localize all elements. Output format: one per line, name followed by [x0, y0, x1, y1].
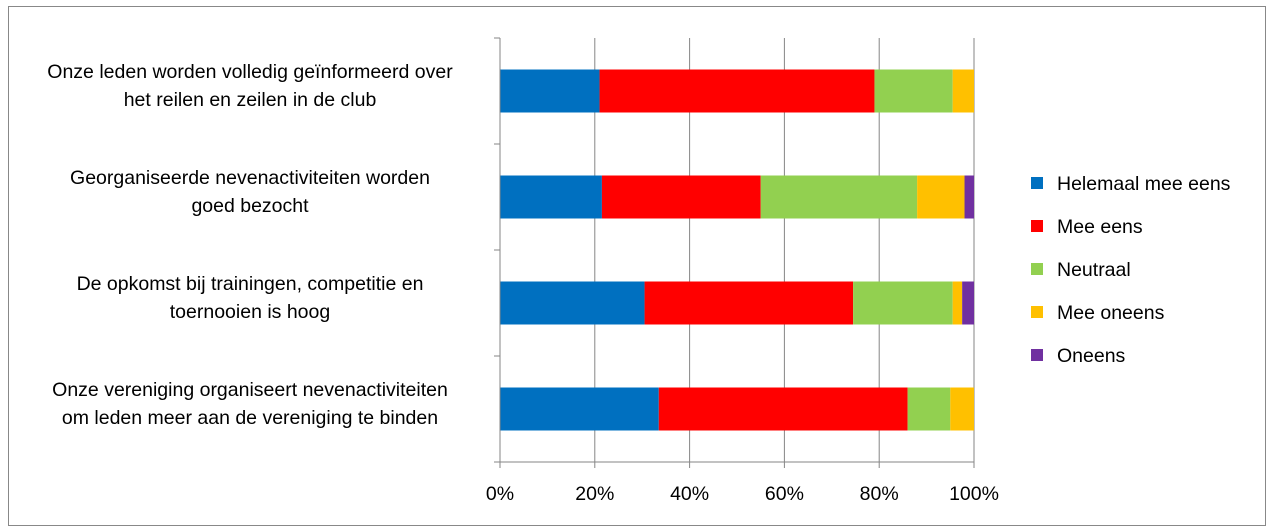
bar-segment-mee-eens	[658, 387, 908, 431]
legend: Helemaal mee eens Mee eens Neutraal Mee one…	[1031, 173, 1231, 367]
bar-segment-mee-oneens	[950, 387, 974, 431]
category-label-line: toernooien is hoog	[170, 301, 330, 323]
bar-segment-neutraal	[853, 281, 953, 325]
bar-segment-mee-oneens	[917, 175, 965, 219]
category-label-line: goed bezocht	[191, 195, 309, 217]
bar-segment-neutraal	[760, 175, 918, 219]
bar-segment-mee-eens	[644, 281, 854, 325]
bar-layer	[500, 69, 974, 431]
category-label-line: Onze leden worden volledig geïnformeerd …	[47, 61, 453, 83]
category-label: De opkomst bij trainingen, competitie en…	[77, 273, 424, 323]
x-tick-label: 0%	[486, 483, 514, 505]
legend-swatch	[1031, 306, 1043, 318]
legend-label: Helemaal mee eens	[1057, 173, 1231, 195]
legend-label: Neutraal	[1057, 259, 1131, 281]
bar-segment-oneens	[962, 281, 974, 325]
bar-segment-mee-oneens	[952, 281, 963, 325]
category-labels: Onze leden worden volledig geïnformeerd …	[47, 61, 453, 429]
category-label-line: om leden meer aan de vereniging te binde…	[62, 407, 438, 429]
legend-label: Mee eens	[1057, 216, 1143, 238]
legend-swatch	[1031, 349, 1043, 361]
bar-segment-neutraal	[907, 387, 951, 431]
x-tick-label: 100%	[949, 483, 999, 505]
bar-segment-helemaal-mee-eens	[500, 69, 600, 113]
legend-label: Oneens	[1057, 345, 1126, 367]
x-tick-label: 20%	[575, 483, 614, 505]
x-tick-label: 40%	[670, 483, 709, 505]
bar-segment-mee-eens	[601, 175, 761, 219]
category-label: Onze leden worden volledig geïnformeerd …	[47, 61, 453, 111]
category-label-line: De opkomst bij trainingen, competitie en	[77, 273, 424, 295]
bar-segment-mee-eens	[599, 69, 875, 113]
bar-segment-mee-oneens	[952, 69, 974, 113]
category-label: Onze vereniging organiseert nevenactivit…	[52, 379, 448, 429]
category-label-line: Onze vereniging organiseert nevenactivit…	[52, 379, 448, 401]
legend-label: Mee oneens	[1057, 302, 1165, 324]
x-tick-label: 80%	[860, 483, 899, 505]
bar-segment-helemaal-mee-eens	[500, 387, 659, 431]
x-tick-labels: 0% 20% 40% 60% 80% 100%	[486, 483, 999, 505]
category-label: Georganiseerde nevenactiviteiten worden g…	[70, 167, 430, 217]
bar-segment-helemaal-mee-eens	[500, 175, 602, 219]
legend-swatch	[1031, 177, 1043, 189]
bar-segment-oneens	[964, 175, 974, 219]
stacked-bar-chart: Onze leden worden volledig geïnformeerd …	[47, 37, 1231, 505]
chart-frame: Onze leden worden volledig geïnformeerd …	[8, 6, 1266, 526]
category-label-line: Georganiseerde nevenactiviteiten worden	[70, 167, 430, 189]
bar-segment-neutraal	[874, 69, 953, 113]
category-label-line: het reilen en zeilen in de club	[124, 89, 377, 111]
legend-swatch	[1031, 263, 1043, 275]
x-tick-label: 60%	[765, 483, 804, 505]
axis-layer	[494, 37, 975, 468]
legend-swatch	[1031, 220, 1043, 232]
bar-segment-helemaal-mee-eens	[500, 281, 645, 325]
